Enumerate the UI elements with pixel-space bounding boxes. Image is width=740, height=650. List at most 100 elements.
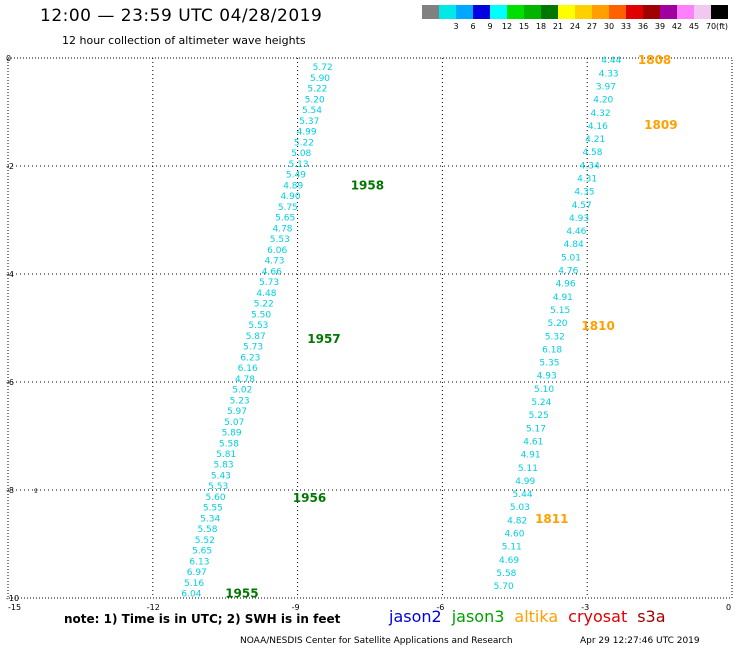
legend-tick-label: 70 (705, 22, 717, 31)
legend-tick-label: 24 (569, 22, 581, 31)
swh-value: 4.73 (264, 257, 284, 267)
swh-value: 5.58 (197, 525, 217, 535)
swh-value: 5.55 (203, 504, 223, 514)
swh-value: 5.73 (259, 278, 279, 288)
legend-tick-label: 33 (620, 22, 632, 31)
swh-value: 5.24 (531, 398, 551, 408)
swh-value: 5.70 (494, 582, 514, 592)
swh-value: 4.32 (591, 109, 611, 119)
swh-value: 5.50 (251, 310, 271, 320)
swh-value: 6.04 (181, 590, 201, 600)
swh-value: 6.18 (542, 345, 562, 355)
legend-swatch (473, 5, 490, 19)
swh-value: 5.97 (227, 407, 247, 417)
swh-value: 5.11 (518, 464, 538, 474)
swh-value: 5.22 (307, 85, 327, 95)
swh-value: 5.01 (561, 253, 581, 263)
legend-tick-label: 27 (586, 22, 598, 31)
swh-value: 4.20 (593, 96, 613, 106)
satellite-label-jason2: jason2 (389, 607, 442, 626)
swh-value: 5.58 (496, 569, 516, 579)
land-marker: º (34, 487, 38, 496)
swh-value: 5.43 (211, 471, 231, 481)
swh-value: 4.89 (283, 181, 303, 191)
swh-value: 6.23 (240, 353, 260, 363)
swh-value: 4.93 (569, 214, 589, 224)
swh-value: 4.34 (580, 161, 600, 171)
legend-tick-label: 12 (501, 22, 513, 31)
swh-value: 5.22 (294, 138, 314, 148)
swh-value: 4.93 (537, 372, 557, 382)
legend-tick-label: 42 (671, 22, 683, 31)
y-tick-label: -2 (6, 162, 14, 171)
swh-value: 5.53 (248, 321, 268, 331)
swh-value: 4.99 (515, 477, 535, 487)
swh-value: 5.65 (192, 547, 212, 557)
map-frame (7, 57, 733, 599)
legend-tick-label: 45 (688, 22, 700, 31)
credit-text: NOAA/NESDIS Center for Satellite Applica… (240, 636, 513, 646)
pass-time-label: 1958 (351, 178, 384, 192)
swh-value: 5.10 (534, 385, 554, 395)
y-tick-label: 0 (6, 54, 11, 63)
swh-value: 4.99 (297, 128, 317, 138)
legend-swatch (677, 5, 694, 19)
legend-swatch (439, 5, 456, 19)
legend-tick-label: 30 (603, 22, 615, 31)
swh-value: 5.65 (275, 214, 295, 224)
legend-swatch (626, 5, 643, 19)
color-scale-legend (422, 5, 728, 19)
swh-value: 5.11 (502, 543, 522, 553)
swh-value: 4.60 (504, 530, 524, 540)
y-tick-label: -4 (6, 270, 14, 279)
swh-value: 5.75 (278, 203, 298, 213)
legend-swatch (609, 5, 626, 19)
swh-value: 5.44 (513, 490, 533, 500)
swh-value: 4.44 (601, 56, 621, 66)
satellite-label-jason3: jason3 (451, 607, 505, 626)
satellite-label-s3a: s3a (637, 607, 666, 626)
swh-value: 5.58 (219, 439, 239, 449)
swh-value: 4.84 (564, 240, 584, 250)
page-title: 12:00 — 23:59 UTC 04/28/2019 (40, 6, 323, 26)
swh-value: 4.33 (599, 69, 619, 79)
y-tick-label: -8 (6, 486, 14, 495)
swh-value: 4.46 (566, 227, 586, 237)
pass-time-label: 1809 (644, 118, 677, 132)
legend-tick-label: 39 (654, 22, 666, 31)
legend-swatch (456, 5, 473, 19)
swh-value: 4.90 (281, 192, 301, 202)
swh-value: 4.78 (272, 224, 292, 234)
legend-swatch (660, 5, 677, 19)
swh-value: 4.96 (556, 280, 576, 290)
swh-value: 5.20 (305, 95, 325, 105)
swh-value: 5.35 (539, 359, 559, 369)
footer-note: note: 1) Time is in UTC; 2) SWH is in fe… (64, 612, 341, 626)
swh-value: 5.53 (208, 482, 228, 492)
legend-swatch (524, 5, 541, 19)
swh-value: 5.72 (313, 63, 333, 73)
swh-value: 5.07 (224, 418, 244, 428)
swh-value: 4.61 (523, 437, 543, 447)
legend-unit-label: (ft) (715, 22, 729, 31)
satellite-legend: jason2 jason3 altika cryosat s3a (389, 607, 676, 626)
legend-swatch (694, 5, 711, 19)
swh-value: 5.16 (184, 579, 204, 589)
legend-swatch (711, 5, 728, 19)
swh-value: 4.69 (499, 556, 519, 566)
swh-value: 4.58 (582, 148, 602, 158)
swh-value: 5.08 (291, 149, 311, 159)
swh-value: 3.97 (596, 82, 616, 92)
x-tick-label: -15 (8, 603, 21, 612)
swh-value: 5.20 (547, 319, 567, 329)
swh-value: 5.60 (206, 493, 226, 503)
swh-value: 4.66 (262, 267, 282, 277)
swh-value: 6.97 (187, 568, 207, 578)
pass-time-label: 1810 (581, 319, 614, 333)
swh-value: 5.02 (232, 386, 252, 396)
swh-value: 5.13 (289, 160, 309, 170)
swh-value: 6.16 (238, 364, 258, 374)
x-tick-label: -12 (147, 603, 160, 612)
swh-value: 4.35 (574, 188, 594, 198)
